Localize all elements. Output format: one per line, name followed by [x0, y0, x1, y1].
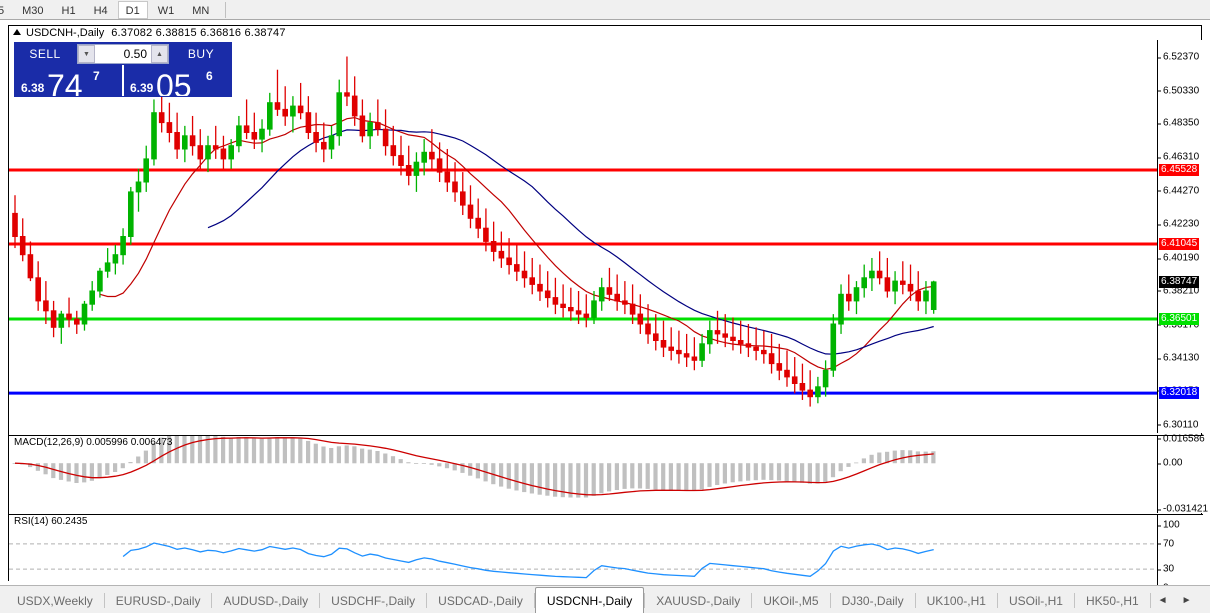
- tab-divider: [533, 593, 535, 608]
- price-tick: 6.50330: [1158, 85, 1199, 96]
- rsi-pane: RSI(14) 60.2435 10070300: [9, 514, 1203, 594]
- tab-divider: [996, 593, 998, 608]
- price-level-tag-support-line[interactable]: 6.32018: [1159, 387, 1200, 400]
- buy-price-superscript: 6: [206, 69, 213, 83]
- timeframe-button-m30[interactable]: M30: [22, 4, 44, 17]
- tab-divider: [644, 593, 646, 608]
- buy-price-prefix: 6.39: [130, 81, 154, 95]
- sell-price-big: 74: [47, 68, 83, 96]
- tab-divider: [1149, 593, 1151, 608]
- oct-header-row: SELL ▼ 0.50 ▲ BUY: [15, 43, 231, 65]
- macd-tick: 0.016586: [1158, 433, 1205, 444]
- chart-tab-xauusd-daily[interactable]: XAUUSD-,Daily: [656, 594, 741, 608]
- price-axis[interactable]: 6.52370 6.50330 6.48350 6.46310 6.44270 6.422…: [1157, 40, 1203, 433]
- chart-tab-usdcad-daily[interactable]: USDCAD-,Daily: [438, 594, 523, 608]
- oct-price-row: 6.38 74 7 6.39 05 6: [15, 65, 231, 96]
- timeframe-button-h1[interactable]: H1: [61, 4, 76, 17]
- tab-scroll-right-icon[interactable]: ►: [1181, 595, 1192, 606]
- chart-tab-usdx-weekly[interactable]: USDX,Weekly: [17, 594, 93, 608]
- chart-title-bar: USDCNH-,Daily 6.37082 6.38815 6.36816 6.3…: [9, 26, 1201, 40]
- macd-axis[interactable]: 0.016586 0.00 -0.031421: [1157, 433, 1208, 515]
- volume-input[interactable]: 0.50: [95, 45, 151, 63]
- timeframe-button-d1[interactable]: D1: [117, 0, 148, 19]
- toolbar-divider: [225, 1, 227, 18]
- timeframe-button-h4[interactable]: H4: [93, 4, 108, 17]
- tab-divider: [829, 593, 831, 608]
- caret-up-icon[interactable]: ▲: [151, 45, 168, 63]
- price-level-tag-support-line[interactable]: 6.36501: [1159, 313, 1200, 326]
- price-tick: 6.48350: [1158, 118, 1199, 129]
- price-tick: 6.38210: [1158, 285, 1199, 296]
- price-tick: 6.30110: [1158, 419, 1198, 430]
- price-tick: 6.34130: [1158, 353, 1199, 364]
- tab-divider: [211, 593, 213, 608]
- rsi-tick: 30: [1158, 564, 1174, 575]
- macd-tick: -0.031421: [1158, 504, 1208, 515]
- sell-price-button[interactable]: 6.38 74 7: [15, 65, 122, 96]
- price-tick: 6.40190: [1158, 253, 1199, 264]
- chart-tab-bar: USDX,Weekly EURUSD-,Daily AUDUSD-,Daily USD…: [0, 585, 1210, 613]
- sell-label[interactable]: SELL: [29, 47, 61, 61]
- timeframe-button-mn[interactable]: MN: [192, 4, 210, 17]
- chart-tab-dj30-daily[interactable]: DJ30-,Daily: [841, 594, 904, 608]
- caret-down-icon[interactable]: ▼: [78, 45, 95, 63]
- rsi-axis[interactable]: 10070300: [1157, 515, 1203, 594]
- chart-ohlc-values: 6.37082 6.38815 6.36816 6.38747: [111, 27, 286, 39]
- chart-tab-usoil-h1[interactable]: USOil-,H1: [1008, 594, 1063, 608]
- tab-divider: [319, 593, 321, 608]
- buy-price-big: 05: [156, 68, 192, 96]
- macd-tick: 0.00: [1158, 458, 1182, 469]
- price-tick: 6.44270: [1158, 185, 1199, 196]
- buy-price-button[interactable]: 6.39 05 6: [122, 65, 231, 96]
- tab-divider: [914, 593, 916, 608]
- volume-stepper[interactable]: ▼ 0.50 ▲: [77, 44, 169, 64]
- rsi-label: RSI(14) 60.2435: [14, 516, 88, 527]
- price-level-tag-resistance-line[interactable]: 6.41045: [1159, 238, 1200, 250]
- tab-divider: [103, 593, 105, 608]
- chart-tab-ukoil-m5[interactable]: UKOil-,M5: [763, 594, 819, 608]
- macd-pane: MACD(12,26,9) 0.005996 0.006473 0.016586…: [9, 433, 1208, 515]
- rsi-plot-area[interactable]: [9, 515, 1157, 591]
- sell-price-prefix: 6.38: [21, 81, 45, 95]
- chart-tab-uk100-h1[interactable]: UK100-,H1: [926, 594, 986, 608]
- macd-label: MACD(12,26,9) 0.005996 0.006473: [14, 437, 173, 448]
- macd-plot-area[interactable]: [9, 436, 1157, 513]
- chart-window: USDCNH-,Daily 6.37082 6.38815 6.36816 6.3…: [8, 25, 1208, 607]
- chart-tab-audusd-daily[interactable]: AUDUSD-,Daily: [223, 594, 309, 608]
- timeframe-toolbar: 5 M30 H1 H4 D1 W1 MN: [0, 0, 1210, 20]
- chart-tab-eurusd-daily[interactable]: EURUSD-,Daily: [115, 594, 201, 608]
- chart-tab-usdchf-daily[interactable]: USDCHF-,Daily: [331, 594, 416, 608]
- tab-divider: [751, 593, 753, 608]
- one-click-trading-panel[interactable]: SELL ▼ 0.50 ▲ BUY 6.38 74 7 6.39 05 6: [14, 42, 232, 97]
- price-level-tag-current-price[interactable]: 6.38747: [1159, 275, 1200, 288]
- tab-divider: [426, 593, 428, 608]
- chart-tab-hk50-h1[interactable]: HK50-,H1: [1085, 594, 1139, 608]
- rsi-tick: 70: [1158, 538, 1174, 549]
- chart-tab-usdcnh-daily[interactable]: USDCNH-,Daily: [534, 587, 645, 613]
- price-tick: 6.42230: [1158, 219, 1199, 230]
- sell-price-superscript: 7: [93, 69, 100, 83]
- timeframe-button-w1[interactable]: W1: [157, 4, 175, 17]
- tab-scroll-left-icon[interactable]: ◄: [1157, 595, 1168, 606]
- rsi-tick: 100: [1158, 520, 1180, 531]
- price-pane: 6.52370 6.50330 6.48350 6.46310 6.44270 6.422…: [9, 40, 1203, 433]
- buy-label[interactable]: BUY: [187, 47, 215, 61]
- price-tick: 6.52370: [1158, 52, 1199, 63]
- timeframe-button-m15[interactable]: 5: [0, 4, 5, 17]
- chart-symbol-label: USDCNH-,Daily: [26, 27, 105, 39]
- price-plot-area[interactable]: [9, 40, 1157, 433]
- triangle-up-icon[interactable]: [13, 29, 21, 35]
- price-tick: 6.46310: [1158, 152, 1199, 163]
- price-level-tag-resistance-line[interactable]: 6.45528: [1159, 163, 1200, 176]
- tab-divider: [1073, 593, 1075, 608]
